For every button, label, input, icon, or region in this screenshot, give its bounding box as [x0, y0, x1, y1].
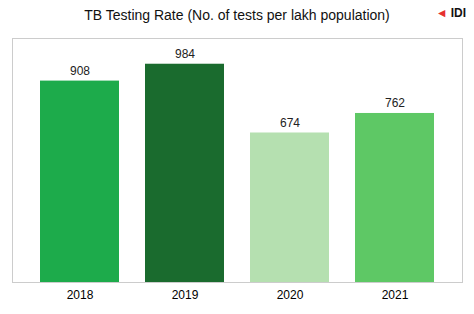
- svg-text:674: 674: [280, 116, 300, 130]
- svg-text:2021: 2021: [382, 288, 409, 302]
- svg-text:908: 908: [70, 64, 90, 78]
- html-text:TB Testing Rate (No. of tests: TB Testing Rate (No. of tests per lakh p…: [84, 7, 390, 23]
- svg-text:984: 984: [175, 47, 195, 61]
- svg-text:2018: 2018: [67, 288, 94, 302]
- html-text:◄ IDI: ◄ IDI: [435, 6, 466, 20]
- svg-text:2020: 2020: [277, 288, 304, 302]
- svg-text:2019: 2019: [172, 288, 199, 302]
- svg-text:762: 762: [385, 96, 405, 110]
